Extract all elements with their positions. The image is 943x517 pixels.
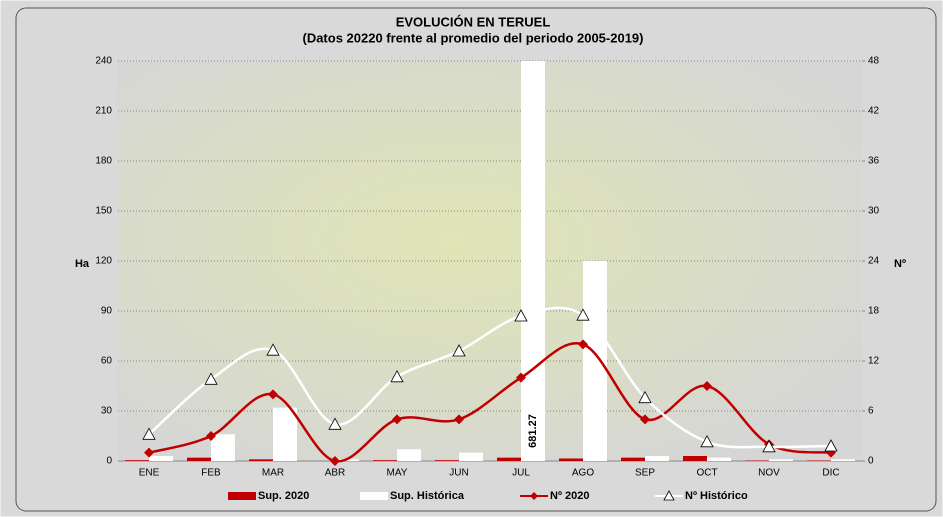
- bar: [645, 456, 669, 461]
- y-tick-label: 120: [95, 256, 112, 267]
- y-tick-label: 180: [95, 156, 112, 167]
- marker: [640, 414, 650, 425]
- legend-swatch: [228, 492, 256, 500]
- x-tick-label: JUL: [512, 468, 530, 479]
- marker: [206, 431, 216, 441]
- marker: [514, 309, 528, 322]
- bar: [373, 460, 397, 461]
- marker: [266, 343, 280, 356]
- legend-label: Sup. 2020: [258, 490, 309, 502]
- marker: [144, 447, 154, 458]
- marker: [762, 439, 776, 453]
- marker: [576, 308, 590, 321]
- bar: [249, 459, 273, 461]
- y2-tick-label: 36: [868, 156, 880, 167]
- marker: [204, 372, 218, 385]
- y-tick-label: 240: [95, 56, 112, 67]
- y-tick-label: 90: [101, 306, 113, 317]
- bar: [459, 452, 483, 461]
- marker: [268, 389, 278, 400]
- bar: [621, 457, 645, 461]
- y-tick-label: 210: [95, 106, 112, 117]
- bar: [745, 460, 769, 461]
- bar: [807, 460, 831, 461]
- marker: [328, 417, 342, 430]
- bar: [397, 449, 421, 461]
- bar: [497, 457, 521, 461]
- bar: [125, 460, 149, 461]
- x-tick-label: NOV: [758, 468, 780, 479]
- x-tick-label: MAR: [262, 468, 284, 479]
- bar: [273, 407, 297, 461]
- y2-tick-label: 12: [868, 356, 880, 367]
- marker: [638, 390, 652, 404]
- bar: [683, 456, 707, 461]
- x-tick-label: SEP: [635, 468, 655, 479]
- bar: [521, 61, 545, 461]
- y2-tick-label: 18: [868, 306, 880, 317]
- legend-label: Nº Histórico: [685, 490, 748, 502]
- y-tick-label: 0: [106, 456, 112, 467]
- legend-marker: [530, 492, 538, 500]
- y-tick-label: 150: [95, 206, 112, 217]
- x-tick-label: MAY: [387, 468, 408, 479]
- marker: [330, 456, 340, 466]
- bar: [769, 459, 793, 461]
- legend-marker: [663, 490, 675, 501]
- plot-group: [125, 61, 855, 461]
- y-axis-label: Ha: [75, 258, 90, 270]
- chart-subtitle: (Datos 20220 frente al promedio del peri…: [302, 30, 643, 45]
- marker: [702, 381, 712, 391]
- y2-tick-label: 48: [868, 56, 880, 67]
- x-tick-label: JUN: [449, 468, 468, 479]
- marker: [454, 414, 464, 425]
- x-tick-label: ABR: [325, 468, 346, 479]
- y2-tick-label: 6: [868, 406, 874, 417]
- y2-axis-label: Nº: [894, 258, 906, 270]
- data-label: 681.27: [527, 414, 539, 448]
- bar: [559, 458, 583, 461]
- bar: [707, 457, 731, 461]
- bar: [149, 456, 173, 461]
- x-tick-label: OCT: [696, 468, 717, 479]
- marker: [578, 339, 588, 350]
- y2-tick-label: 24: [868, 256, 880, 267]
- legend-label: Nº 2020: [550, 490, 590, 502]
- legend-swatch: [360, 492, 388, 500]
- marker: [824, 439, 838, 452]
- x-tick-label: ENE: [139, 468, 160, 479]
- marker: [392, 414, 402, 425]
- x-tick-label: DIC: [822, 468, 839, 479]
- y-tick-label: 60: [101, 356, 113, 367]
- x-tick-label: FEB: [201, 468, 221, 479]
- marker: [516, 372, 526, 383]
- bar: [435, 460, 459, 461]
- marker: [452, 344, 466, 357]
- y2-tick-label: 0: [868, 456, 874, 467]
- bar: [583, 261, 607, 461]
- y-tick-label: 30: [101, 406, 113, 417]
- x-tick-label: AGO: [572, 468, 594, 479]
- marker: [700, 434, 714, 448]
- bar: [831, 459, 855, 461]
- marker: [390, 369, 404, 383]
- legend-label: Sup. Histórica: [390, 490, 465, 502]
- y2-tick-label: 42: [868, 106, 880, 117]
- bar: [187, 457, 211, 461]
- marker: [142, 427, 156, 440]
- chart-title: EVOLUCIÓN EN TERUEL: [396, 14, 551, 29]
- bar: [211, 434, 235, 461]
- y2-tick-label: 30: [868, 206, 880, 217]
